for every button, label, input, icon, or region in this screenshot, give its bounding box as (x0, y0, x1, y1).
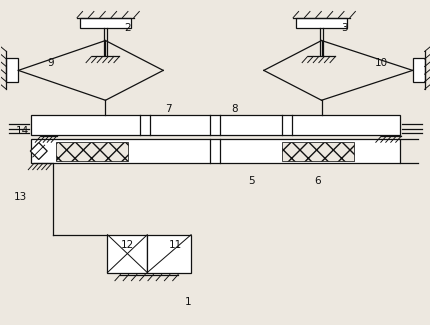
Text: 11: 11 (168, 240, 181, 250)
Bar (80, 18, 131, 28)
Bar (295, 18, 347, 28)
Bar (31, 139, 399, 163)
Text: 2: 2 (124, 22, 130, 32)
Polygon shape (30, 143, 47, 160)
Text: 5: 5 (248, 176, 255, 186)
Bar (281, 142, 353, 161)
Bar (31, 115, 399, 135)
Bar (6, 58, 18, 82)
Text: 9: 9 (47, 58, 54, 69)
Bar (147, 235, 190, 273)
Text: 13: 13 (14, 192, 28, 202)
Bar (412, 58, 424, 82)
Text: 8: 8 (231, 104, 238, 114)
Text: 3: 3 (340, 22, 347, 32)
Text: 10: 10 (374, 58, 387, 69)
Bar (55, 142, 128, 161)
Bar (107, 235, 147, 273)
Text: 7: 7 (165, 104, 171, 114)
Text: 6: 6 (313, 176, 320, 186)
Text: 14: 14 (16, 126, 29, 136)
Text: 12: 12 (120, 240, 134, 250)
Text: 1: 1 (184, 297, 191, 307)
